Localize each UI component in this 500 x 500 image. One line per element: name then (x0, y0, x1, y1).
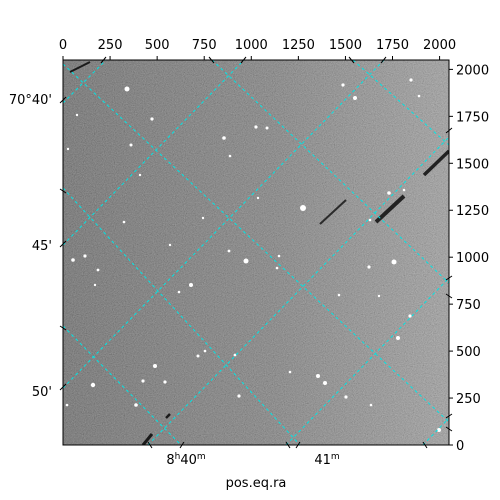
sky-image (63, 60, 449, 445)
ra-tick-label: 8h40m (166, 452, 205, 468)
right-tick-label: 750 (456, 298, 481, 313)
x-axis-title: pos.eq.ra (226, 476, 287, 491)
top-tick-label: 1750 (376, 38, 409, 53)
right-tick-label: 2000 (456, 63, 489, 78)
top-pixel-axis: 0 250 500 750 1000 1250 1500 1750 2000 (59, 38, 456, 60)
plot-frame (62, 59, 450, 446)
dec-tick-label: 70°40' (9, 93, 52, 108)
top-tick-label: 0 (59, 38, 67, 53)
stars (65, 78, 441, 432)
right-tick-label: 1250 (456, 204, 489, 219)
ra-tick-label: 41m (314, 452, 339, 468)
world-ticks (59, 56, 453, 449)
right-tick-label: 1500 (456, 157, 489, 172)
right-tick-label: 0 (456, 439, 464, 454)
top-tick-label: 1250 (282, 38, 315, 53)
dec-tick-label: 45' (32, 239, 52, 254)
right-pixel-axis: 0 250 500 750 1000 1250 1500 1750 2000 (449, 63, 489, 454)
top-tick-label: 250 (98, 38, 123, 53)
top-tick-label: 1000 (235, 38, 268, 53)
top-tick-label: 1500 (329, 38, 362, 53)
top-tick-label: 750 (192, 38, 217, 53)
dec-tick-label: 50' (32, 385, 52, 400)
right-tick-label: 1750 (456, 110, 489, 125)
streaks (69, 61, 449, 445)
top-tick-label: 500 (145, 38, 170, 53)
top-tick-label: 2000 (423, 38, 456, 53)
coordinate-grid (63, 60, 449, 445)
right-tick-label: 500 (456, 345, 481, 360)
right-tick-label: 250 (456, 392, 481, 407)
right-tick-label: 1000 (456, 251, 489, 266)
